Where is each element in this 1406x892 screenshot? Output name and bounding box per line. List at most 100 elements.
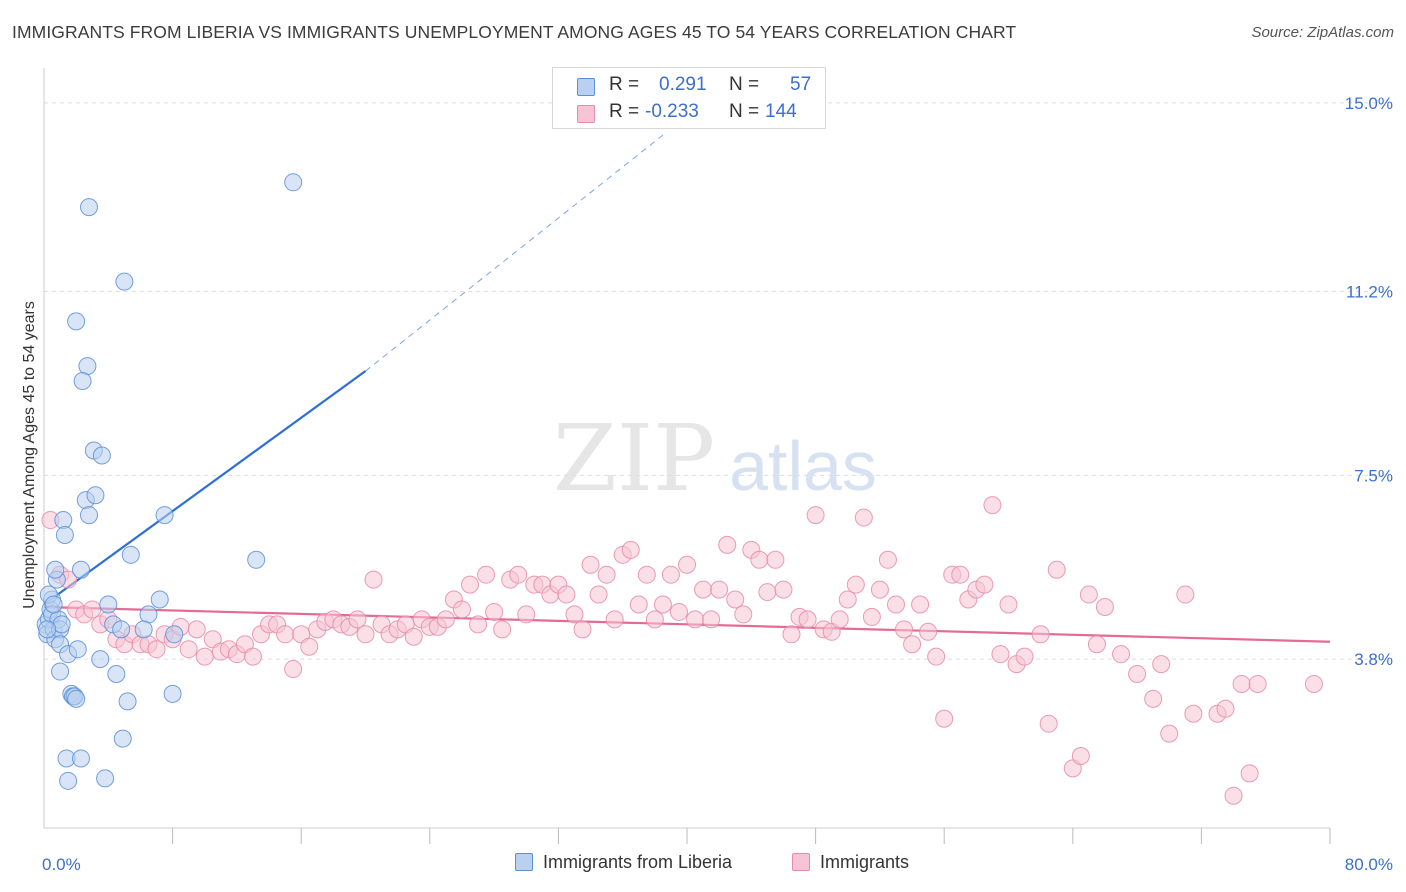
immigrants-point xyxy=(919,622,938,641)
immigrants-point xyxy=(485,602,504,621)
immigrants-point xyxy=(838,590,857,609)
legend-immigrants-label: Immigrants xyxy=(820,852,910,872)
immigrants-point xyxy=(243,647,262,666)
immigrants-point xyxy=(348,610,367,629)
liberia-point xyxy=(86,486,105,505)
immigrants-point xyxy=(702,610,721,629)
tick-labels: 3.8% 7.5% 11.2% 15.0% 0.0% 80.0% xyxy=(42,94,1393,874)
immigrants-point xyxy=(621,540,640,559)
liberia-point xyxy=(80,506,99,525)
immigrants-point xyxy=(669,602,688,621)
liberia-point xyxy=(78,357,97,376)
immigrants-point xyxy=(284,660,303,679)
immigrants-point xyxy=(581,555,600,574)
immigrants-point xyxy=(726,590,745,609)
immigrants-point xyxy=(187,620,206,639)
legend-item-immigrants[interactable]: Immigrants xyxy=(792,852,909,873)
immigrants-point xyxy=(1184,704,1203,723)
liberia-point xyxy=(112,620,131,639)
n-value: 144 xyxy=(765,101,797,122)
liberia-point xyxy=(67,689,86,708)
liberia-swatch-icon xyxy=(577,78,595,96)
immigrants-point xyxy=(565,605,584,624)
liberia-trend-extension xyxy=(365,134,664,372)
legend-liberia-label: Immigrants from Liberia xyxy=(543,852,733,872)
legend-liberia-swatch-icon xyxy=(515,853,533,871)
y-tick-label: 3.8% xyxy=(1354,650,1393,669)
liberia-point xyxy=(121,545,140,564)
immigrants-point xyxy=(830,610,849,629)
immigrants-point xyxy=(983,496,1002,515)
immigrants-point xyxy=(1039,714,1058,733)
x-tick-label-min: 0.0% xyxy=(42,855,81,874)
immigrants-point xyxy=(846,575,865,594)
liberia-point xyxy=(165,625,184,644)
immigrants-point xyxy=(517,605,536,624)
immigrants-point xyxy=(83,600,102,619)
r-value: -0.233 xyxy=(645,101,699,122)
axes xyxy=(43,68,1331,844)
legend-immigrants-swatch-icon xyxy=(792,853,810,871)
liberia-point xyxy=(134,620,153,639)
liberia-point xyxy=(91,650,110,669)
immigrants-point xyxy=(694,580,713,599)
n-label: N = xyxy=(729,101,760,122)
legend-item-liberia[interactable]: Immigrants from Liberia xyxy=(515,852,732,873)
liberia-point xyxy=(51,662,70,681)
liberia-point xyxy=(163,684,182,703)
immigrants-point xyxy=(436,610,455,629)
liberia-point xyxy=(80,198,99,217)
liberia-point xyxy=(118,692,137,711)
immigrants-point xyxy=(774,580,793,599)
chart-title: IMMIGRANTS FROM LIBERIA VS IMMIGRANTS UN… xyxy=(12,22,1017,42)
watermark: ZIP atlas xyxy=(553,405,877,512)
immigrants-point xyxy=(895,620,914,639)
immigrants-point xyxy=(573,620,592,639)
liberia-point xyxy=(247,550,266,569)
immigrants-point xyxy=(1304,674,1323,693)
immigrants-point xyxy=(404,627,423,646)
liberia-point xyxy=(284,173,303,192)
y-tick-label: 11.2% xyxy=(1346,283,1393,302)
grid-lines xyxy=(44,102,1385,660)
r-label: R = xyxy=(609,101,640,122)
immigrants-point xyxy=(935,709,954,728)
y-tick-label: 7.5% xyxy=(1354,466,1393,485)
immigrants-point xyxy=(710,580,729,599)
watermark-atlas: atlas xyxy=(729,427,877,505)
liberia-point xyxy=(38,620,57,639)
immigrants-point xyxy=(686,610,705,629)
liberia-point xyxy=(92,446,111,465)
immigrants-point xyxy=(1216,699,1235,718)
liberia-point xyxy=(55,525,74,544)
correlation-row-immigrants: R = -0.233 N = 144 xyxy=(553,101,825,127)
immigrants-point xyxy=(364,570,383,589)
immigrants-point xyxy=(1047,560,1066,579)
immigrants-point xyxy=(493,620,512,639)
immigrants-point xyxy=(1112,645,1131,664)
immigrants-point xyxy=(1240,764,1259,783)
x-tick-label-max: 80.0% xyxy=(1345,855,1393,874)
immigrants-point xyxy=(653,595,672,614)
immigrants-point xyxy=(597,565,616,584)
immigrants-point xyxy=(589,585,608,604)
immigrants-point xyxy=(870,580,889,599)
immigrants-point xyxy=(806,506,825,525)
immigrants-point xyxy=(1095,597,1114,616)
immigrants-point xyxy=(927,647,946,666)
immigrants-point xyxy=(886,595,905,614)
y-tick-label: 15.0% xyxy=(1345,94,1393,113)
immigrants-point xyxy=(750,550,769,569)
liberia-point xyxy=(73,371,92,390)
immigrants-point xyxy=(1079,585,1098,604)
immigrants-point xyxy=(991,645,1010,664)
immigrants-point xyxy=(1015,647,1034,666)
n-label: N = xyxy=(729,74,760,95)
liberia-point xyxy=(155,506,174,525)
immigrants-point xyxy=(637,565,656,584)
immigrants-point xyxy=(460,575,479,594)
liberia-point xyxy=(150,590,169,609)
immigrants-point xyxy=(903,635,922,654)
r-value: 0.291 xyxy=(659,74,707,95)
